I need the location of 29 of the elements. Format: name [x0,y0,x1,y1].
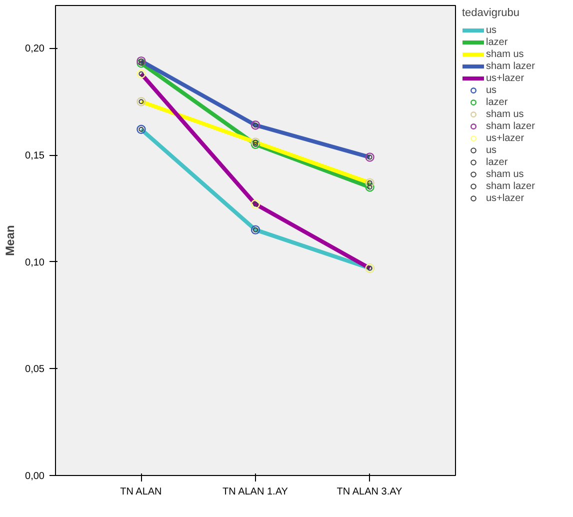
x-tick-label: TN ALAN 1.AY [222,486,288,498]
point [250,120,260,130]
legend-label: us+lazer [486,72,524,84]
legend-label: lazer [486,36,508,48]
legend-label: us+lazer [486,192,524,204]
legend-label: lazer [486,96,508,108]
legend-label: sham us [486,48,524,60]
y-tick-label: 0,15 [25,150,45,162]
point [250,200,260,209]
legend-label: sham lazer [486,120,535,132]
y-tick-label: 0,10 [25,257,45,268]
legend-label: us [486,24,498,36]
point [250,225,260,234]
y-tick-label: 0,05 [25,364,45,376]
legend-label: sham lazer [486,180,535,192]
y-tick-label: 0,20 [25,44,45,55]
x-tick-label: TN ALAN [120,486,162,498]
legend-label: sham lazer [486,60,535,72]
point [136,56,146,66]
legend-label: lazer [486,156,508,168]
legend-label: us [486,144,498,156]
y-axis-title: Mean [3,225,18,256]
x-tick-label: TN ALAN 3.AY [336,486,403,498]
legend-title: tedavigrubu [462,7,520,19]
legend-label: sham us [486,108,524,120]
legend-label: us [486,84,498,96]
y-tick-label: 0,00 [25,471,45,482]
legend-label: us+lazer [486,132,524,144]
legend-label: sham us [486,168,524,180]
